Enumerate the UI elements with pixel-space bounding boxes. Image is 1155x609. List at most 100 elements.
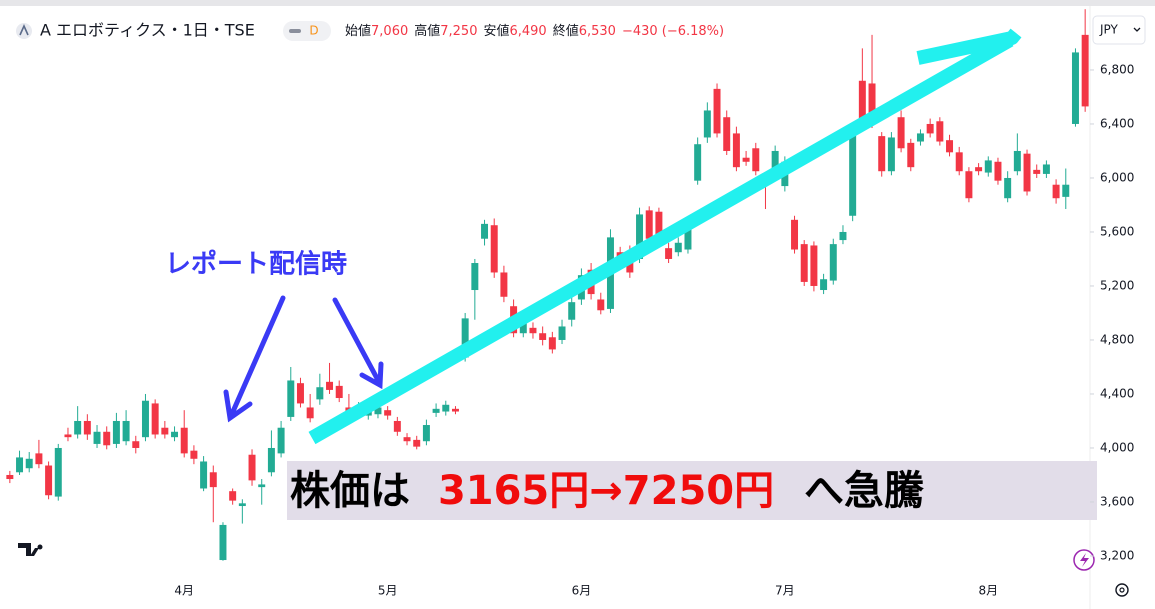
candle-body: [200, 461, 208, 489]
candle-body: [723, 117, 731, 151]
candle-body: [558, 326, 566, 340]
candle-body: [258, 484, 266, 488]
pill-dash: [289, 29, 301, 33]
candle-body: [694, 144, 702, 181]
currency-button[interactable]: [1092, 15, 1146, 45]
candle-body: [287, 380, 295, 417]
candle-body: [946, 140, 954, 153]
candle-body: [296, 383, 304, 404]
candle-body: [393, 420, 401, 432]
candle-body: [742, 157, 750, 162]
candle-body: [984, 160, 992, 173]
y-tick-label: 3,200: [1100, 548, 1134, 562]
candle-body: [83, 420, 91, 435]
candle-body: [1052, 184, 1060, 199]
candle-body: [1023, 153, 1031, 192]
candle-body: [326, 381, 334, 390]
y-tick-label: 4,400: [1100, 386, 1134, 400]
y-tick-label: 5,200: [1100, 278, 1134, 292]
candle-body: [820, 279, 828, 291]
candle-body: [858, 80, 866, 124]
candle-body: [451, 408, 459, 412]
candle-body: [1042, 164, 1050, 174]
candle-body: [471, 263, 479, 291]
candle-body: [849, 129, 857, 216]
candle-body: [403, 437, 411, 442]
candle-body: [316, 387, 324, 400]
y-tick-label: 3,600: [1100, 494, 1134, 508]
y-tick-label: 6,800: [1100, 62, 1134, 76]
candle-body: [1033, 169, 1041, 174]
symbol-icon-glyph: [19, 24, 29, 36]
settings-icon-center: [1119, 587, 1125, 593]
ohlc-legend: 始値7,060 高値7,250 安値6,490 終値6,530 −430 (−6.18%…: [345, 23, 724, 39]
candle-body: [636, 214, 644, 259]
candle-body: [829, 244, 837, 281]
caption: 株価は 3165円→7250円 へ急騰: [290, 468, 924, 514]
candle-body: [103, 431, 111, 446]
ohlc-value: 6,490: [509, 24, 546, 39]
candle-body: [703, 110, 711, 138]
x-tick-label: 7月: [775, 584, 795, 598]
trend-arrow: [308, 28, 1022, 445]
candle-body: [171, 431, 179, 438]
candle-body: [16, 457, 24, 473]
ohlc-value: 6,530: [579, 24, 616, 39]
candle-body: [548, 337, 556, 350]
candle-body: [878, 136, 886, 172]
candle-body: [74, 420, 82, 435]
candle-body: [868, 83, 876, 124]
pointer-arrow: [223, 295, 286, 423]
ohlc-label: 終値: [553, 23, 579, 39]
ohlc-value: 7,060: [371, 24, 408, 39]
ohlc-change: −430 (−6.18%): [622, 24, 724, 39]
candle-body: [839, 231, 847, 241]
candle-body: [936, 121, 944, 142]
candle-body: [965, 171, 973, 199]
candle-body: [810, 245, 818, 286]
top-border: [0, 0, 1155, 6]
candle-body: [35, 453, 43, 465]
candle-body: [481, 223, 489, 239]
candle-body: [994, 161, 1002, 181]
ohlc-value: 7,250: [440, 24, 477, 39]
candle-body: [791, 219, 799, 250]
candle-body: [229, 491, 237, 501]
pointer-arrow: [332, 297, 384, 390]
interval-badge: D: [309, 24, 318, 38]
candle-body: [25, 458, 33, 469]
candle-body: [1071, 52, 1079, 124]
candle-body: [384, 410, 392, 416]
candle-body: [1004, 177, 1012, 199]
candle-body: [219, 524, 227, 561]
tv-logo-dot: [37, 544, 43, 550]
candle-body: [277, 427, 285, 454]
candle-body: [306, 407, 314, 419]
candle-body: [1062, 184, 1070, 197]
candle-body: [45, 465, 53, 496]
x-tick-label: 6月: [572, 584, 592, 598]
candle-body: [413, 439, 421, 447]
candle-body: [335, 385, 343, 399]
ohlc-label: 始値: [345, 23, 371, 39]
interval-pill[interactable]: [283, 21, 331, 41]
y-tick-label: 6,000: [1100, 170, 1134, 184]
candle-body: [112, 420, 120, 444]
tv-logo: [18, 543, 39, 556]
candle-body: [209, 472, 217, 488]
candle-body: [151, 403, 159, 435]
candle-body: [6, 474, 14, 480]
candle-body: [597, 299, 605, 311]
candle-body: [674, 242, 682, 253]
alert-bolt: [1080, 553, 1089, 567]
candle-body: [519, 322, 527, 334]
candle-body: [190, 450, 198, 459]
candle-body: [665, 248, 673, 259]
y-tick-label: 4,800: [1100, 332, 1134, 346]
caption-box: [287, 461, 1097, 520]
candle-body: [539, 333, 547, 340]
y-tick-label: 5,600: [1100, 224, 1134, 238]
candle-body: [732, 133, 740, 168]
settings-icon[interactable]: [1115, 583, 1129, 597]
